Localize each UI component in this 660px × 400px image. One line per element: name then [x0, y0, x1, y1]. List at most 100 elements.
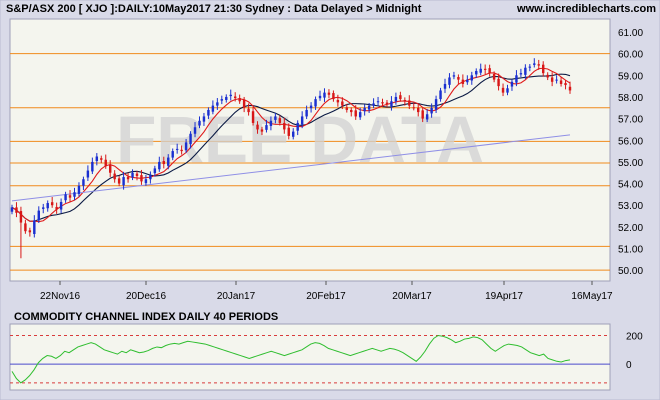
candle-body — [421, 110, 424, 119]
candle-body — [412, 107, 415, 109]
y-tick-label: 55.00 — [618, 158, 643, 169]
candle-body — [42, 207, 45, 209]
candle-body — [184, 142, 188, 151]
candle-body — [506, 88, 509, 93]
candle-body — [300, 116, 304, 125]
chart-title: S&P/ASX 200 [ XJO ]:DAILY:10May2017 21:3… — [6, 3, 422, 15]
candle-body — [550, 77, 554, 82]
candle-body — [323, 92, 326, 98]
candle-body — [483, 68, 487, 70]
candle-body — [207, 109, 210, 116]
candle-body — [457, 77, 460, 80]
candle-body — [305, 109, 308, 117]
candle-body — [475, 70, 478, 75]
candle-body — [95, 156, 99, 162]
candle-body — [470, 75, 474, 81]
candle-body — [479, 68, 482, 73]
y-tick-label: 59.00 — [618, 71, 643, 82]
candle-body — [100, 158, 103, 160]
candle-body — [318, 95, 322, 99]
candle-body — [524, 67, 527, 75]
y-tick-label: 56.00 — [618, 136, 643, 147]
candle-body — [10, 207, 14, 212]
candle-body — [439, 90, 442, 100]
candle-body — [55, 206, 58, 210]
cci-line — [11, 334, 571, 384]
y-tick-label: 58.00 — [618, 93, 643, 104]
candle-body — [488, 68, 491, 74]
candle-body — [216, 102, 219, 106]
candle-body — [86, 170, 90, 178]
candle-body — [211, 105, 215, 112]
cci-panel-bg — [9, 323, 611, 391]
candle-body — [390, 101, 393, 107]
x-tick-label: 20Mar17 — [392, 291, 432, 302]
candle-body — [153, 168, 157, 174]
candle-body — [336, 99, 340, 103]
candle-body — [175, 148, 179, 150]
x-tick-label: 20Feb17 — [306, 291, 346, 302]
candle-body — [64, 194, 67, 201]
candle-body — [144, 179, 148, 184]
candle-body — [131, 172, 134, 178]
cci-label: COMMODITY CHANNEL INDEX DAILY 40 PERIODS — [14, 311, 278, 323]
candle-body — [358, 112, 362, 118]
candle-body — [341, 101, 344, 106]
candle-body — [233, 96, 237, 99]
cci-panel: COMMODITY CHANNEL INDEX DAILY 40 PERIODS… — [9, 311, 643, 391]
candle-body — [162, 161, 165, 165]
cci-tick-label: 200 — [626, 331, 643, 342]
candle-body — [501, 87, 505, 93]
candle-body — [198, 120, 201, 126]
candle-body — [425, 114, 429, 120]
candle-body — [50, 202, 54, 206]
candle-body — [108, 164, 112, 173]
y-tick-label: 61.00 — [618, 28, 643, 39]
candle-body — [37, 210, 41, 221]
candle-body — [193, 127, 197, 134]
candle-body — [113, 173, 116, 180]
candle-body — [229, 94, 232, 97]
candle-body — [189, 133, 192, 145]
candle-body — [559, 80, 563, 84]
candle-body — [126, 177, 130, 180]
candle-body — [564, 83, 567, 86]
y-tick-label: 51.00 — [618, 245, 643, 256]
cci-tick-label: 0 — [626, 360, 632, 371]
candle-body — [202, 116, 206, 122]
y-tick-label: 50.00 — [618, 266, 643, 277]
candle-body — [251, 111, 255, 123]
candle-body — [394, 96, 398, 102]
candle-body — [292, 131, 295, 137]
candle-body — [497, 78, 500, 87]
candle-body — [367, 105, 371, 110]
candle-body — [510, 81, 514, 87]
candle-body — [533, 63, 536, 65]
candle-body — [122, 177, 125, 186]
candle-body — [135, 173, 139, 176]
candle-body — [443, 83, 447, 89]
candle-body — [269, 120, 273, 126]
date-x-axis: 22Nov16 20Dec16 20Jan17 20Feb17 20Mar17 19Apr… — [40, 281, 613, 302]
x-tick-label: 19Apr17 — [485, 291, 523, 302]
site-link[interactable]: www.incrediblecharts.com — [516, 3, 656, 15]
candle-body — [180, 149, 183, 152]
x-tick-label: 22Nov16 — [40, 291, 80, 302]
price-panel: FREE DATA 61.0060.0059.0058.0057.0056.00… — [9, 18, 643, 302]
candle-body — [33, 220, 36, 235]
candle-body — [376, 101, 380, 103]
candle-body — [466, 79, 469, 83]
candle-body — [171, 151, 174, 158]
candle-body — [82, 179, 85, 186]
candle-body — [537, 64, 540, 66]
candle-body — [296, 122, 299, 131]
candle-body — [461, 79, 465, 84]
y-tick-label: 52.00 — [618, 223, 643, 234]
support-lines — [10, 53, 610, 271]
candle-body — [314, 99, 317, 107]
ma-long-line — [11, 134, 571, 202]
x-tick-label: 16May17 — [571, 291, 613, 302]
candle-body — [140, 175, 143, 182]
candle-body — [91, 161, 94, 172]
candle-body — [104, 159, 107, 167]
